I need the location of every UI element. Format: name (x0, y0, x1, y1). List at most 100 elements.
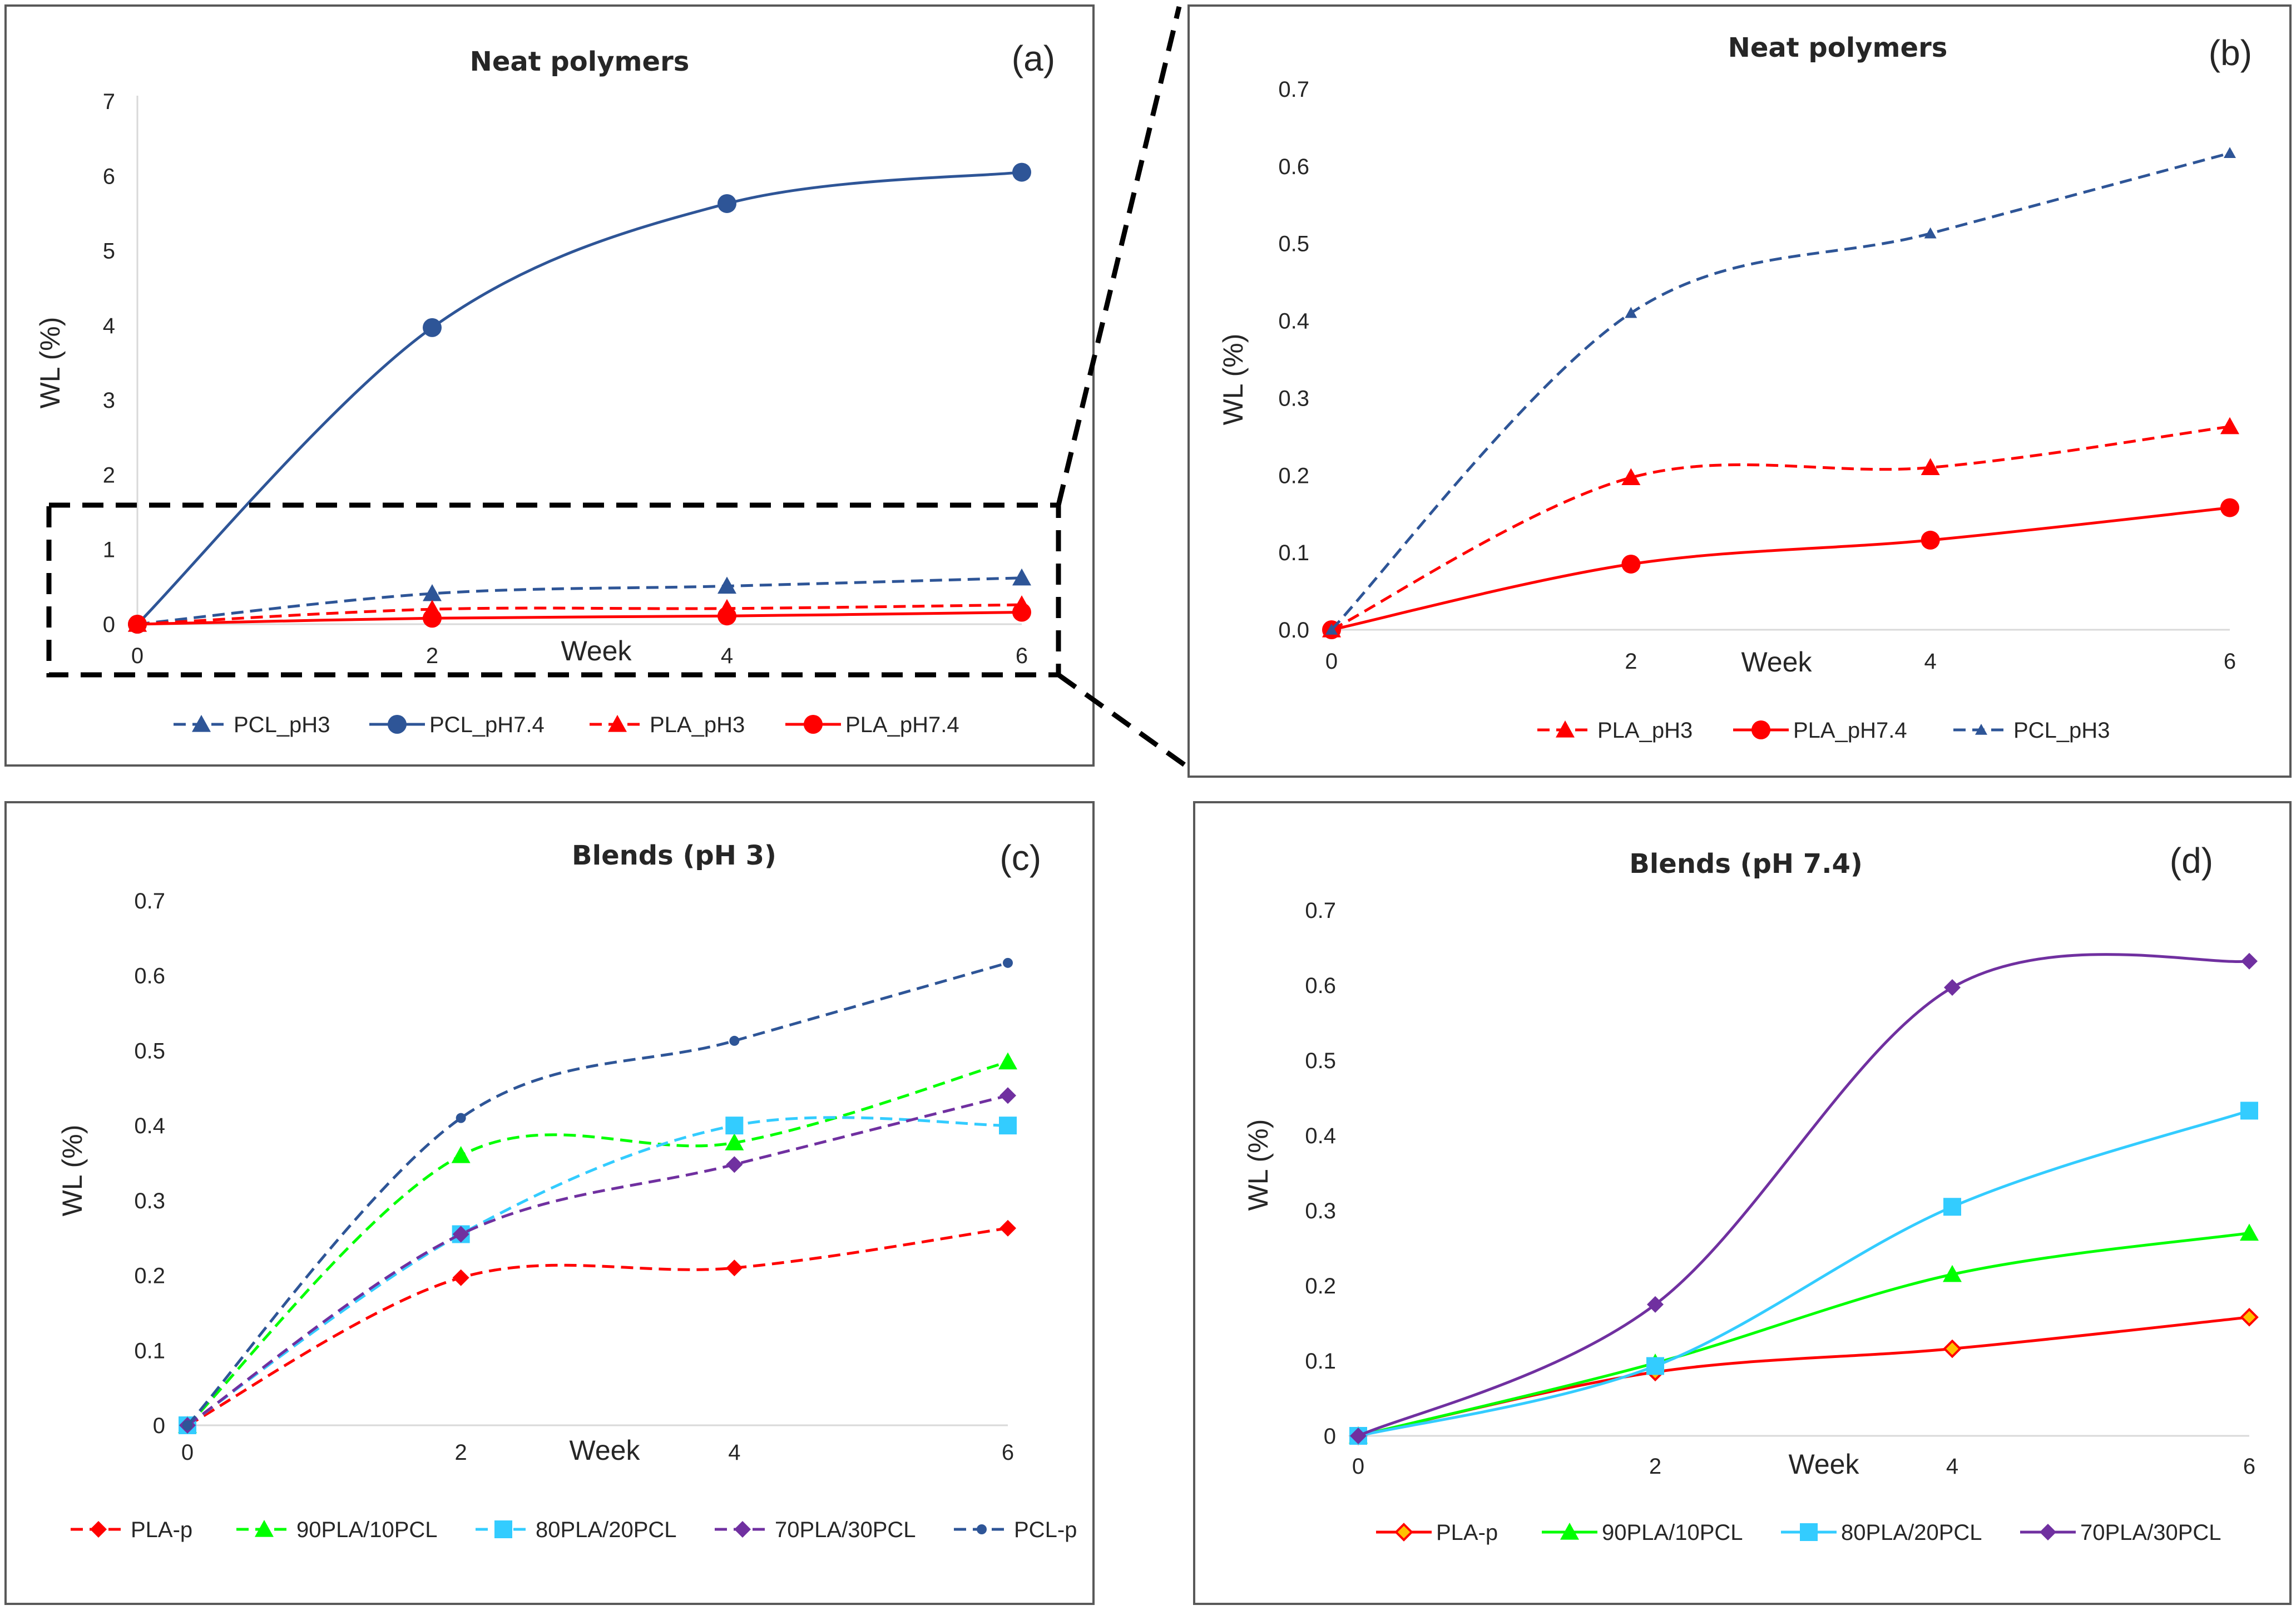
x-tick-label: 6 (1016, 644, 1028, 668)
legend-item: PLA-p (71, 1518, 192, 1542)
data-point (1921, 530, 1940, 550)
data-point (452, 1269, 469, 1286)
series-1 (178, 1052, 1017, 1433)
series-line (1358, 1232, 2250, 1438)
data-point (725, 1117, 744, 1135)
series-line (186, 1116, 1008, 1427)
panel-a: Neat polymers (a) 0 1 2 3 4 5 6 7 0 2 4 6 Week WL (%) PC… (4, 4, 1095, 767)
chart-a: Neat polymers (a) 0 1 2 3 4 5 6 7 0 2 4 6 Week WL (%) PC… (34, 38, 1055, 737)
data-point (718, 194, 736, 213)
x-tick-label: 2 (426, 644, 438, 668)
data-point (725, 1133, 744, 1150)
legend-item: 80PLA/20PCL (476, 1518, 677, 1542)
legend-marker (977, 1524, 987, 1534)
y-tick-label: 0.7 (134, 889, 165, 913)
data-point (2240, 1307, 2259, 1327)
x-tick-label: 0 (1352, 1454, 1364, 1479)
legend-marker (388, 715, 407, 734)
legend-label: 70PLA/30PCL (775, 1518, 916, 1542)
legend-item: 90PLA/10PCL (236, 1518, 438, 1542)
panel-d: Blends (pH 7.4) (d) 0 0.1 0.2 0.3 0.4 0.5 0.6 0.7… (1193, 801, 2292, 1605)
legend-marker (1751, 720, 1770, 739)
legend-marker (1556, 720, 1575, 738)
chart-title: Neat polymers (470, 46, 690, 77)
legend-label: PLA_pH3 (1597, 718, 1693, 743)
legend-item: 70PLA/30PCL (2020, 1520, 2221, 1545)
legend-marker (255, 1520, 274, 1537)
series-3 (179, 1087, 1016, 1434)
y-tick-label: 0.2 (1278, 463, 1309, 488)
data-point (998, 1052, 1017, 1070)
data-point (2220, 498, 2239, 517)
x-tick-label: 2 (1625, 649, 1637, 674)
data-point (423, 609, 442, 628)
series-line (1357, 953, 2250, 1438)
y-tick-label: 0.5 (1305, 1049, 1336, 1073)
y-tick-label: 0.3 (134, 1189, 165, 1213)
series-line (186, 1060, 1008, 1426)
data-point (726, 1260, 743, 1277)
chart-title: Blends (pH 7.4) (1629, 848, 1863, 880)
chart-title: Neat polymers (1728, 32, 1948, 63)
data-point (1921, 458, 1940, 475)
data-point (726, 1156, 743, 1173)
data-point (451, 1146, 471, 1163)
y-tick-label: 6 (103, 164, 115, 189)
x-tick-label: 6 (2224, 649, 2236, 674)
data-point (2224, 147, 2236, 159)
chart-title: Blends (pH 3) (572, 840, 776, 871)
x-tick-label: 6 (1002, 1440, 1014, 1465)
data-point (452, 1226, 469, 1243)
data-point (999, 1087, 1016, 1104)
y-tick-label: 0.7 (1278, 77, 1309, 102)
x-tick-label: 0 (181, 1440, 194, 1465)
data-point (2240, 1102, 2258, 1120)
y-axis-label: WL (%) (34, 317, 66, 409)
y-tick-label: 0.2 (134, 1264, 165, 1288)
x-tick-label: 2 (455, 1440, 467, 1465)
data-point (999, 1117, 1017, 1135)
y-tick-label: 7 (103, 90, 115, 114)
legend-item: PCL_pH3 (174, 713, 330, 737)
y-tick-label: 0 (153, 1414, 165, 1438)
series-1 (1322, 498, 2239, 639)
y-axis-label: WL (%) (1243, 1119, 1274, 1211)
series-3 (1350, 952, 2258, 1444)
y-tick-label: 0.1 (1305, 1349, 1336, 1374)
series-line (1358, 1109, 2250, 1438)
y-axis-label: WL (%) (57, 1125, 88, 1217)
y-tick-label: 0.1 (134, 1339, 165, 1363)
x-tick-label: 4 (1946, 1454, 1958, 1479)
legend-label: 90PLA/10PCL (296, 1518, 438, 1542)
panel-label: (c) (999, 838, 1041, 878)
panel-c: Blends (pH 3) (c) 0 0.1 0.2 0.3 0.4 0.5 0.6 0.7 0 2… (4, 801, 1095, 1605)
data-point (1012, 162, 1031, 182)
data-point (1325, 624, 1338, 635)
x-axis-label: Week (1741, 646, 1813, 678)
series-line (1330, 425, 2230, 631)
y-tick-label: 5 (103, 239, 115, 264)
legend-label: PCL-p (1014, 1518, 1077, 1542)
series-line (136, 171, 1022, 625)
chart-d: Blends (pH 7.4) (d) 0 0.1 0.2 0.3 0.4 0.5 0.6 0.7… (1243, 841, 2259, 1545)
data-point (1944, 979, 1961, 996)
y-tick-label: 0.1 (1278, 541, 1309, 565)
y-tick-label: 0 (1324, 1424, 1336, 1449)
legend-item: 80PLA/20PCL (1781, 1520, 1982, 1545)
y-tick-label: 0.5 (1278, 232, 1309, 256)
data-point (1943, 1198, 1961, 1216)
y-tick-label: 0.6 (1278, 155, 1309, 179)
series-0 (1322, 417, 2239, 638)
panel-b: Neat polymers (b) 0.0 0.1 0.2 0.3 0.4 0.5 0.6 0.7… (1187, 4, 2292, 778)
series-1 (128, 162, 1031, 634)
data-point (999, 1219, 1016, 1237)
y-tick-label: 0 (103, 613, 115, 637)
y-tick-label: 0.7 (1305, 898, 1336, 923)
legend-marker (494, 1520, 512, 1538)
legend-marker (734, 1521, 751, 1538)
legend-item: PCL-p (954, 1518, 1077, 1542)
y-tick-label: 0.3 (1278, 386, 1309, 411)
series-line (1330, 151, 2230, 631)
legend-label: PLA-p (1436, 1520, 1498, 1545)
legend-label: PLA_pH7.4 (845, 713, 959, 737)
